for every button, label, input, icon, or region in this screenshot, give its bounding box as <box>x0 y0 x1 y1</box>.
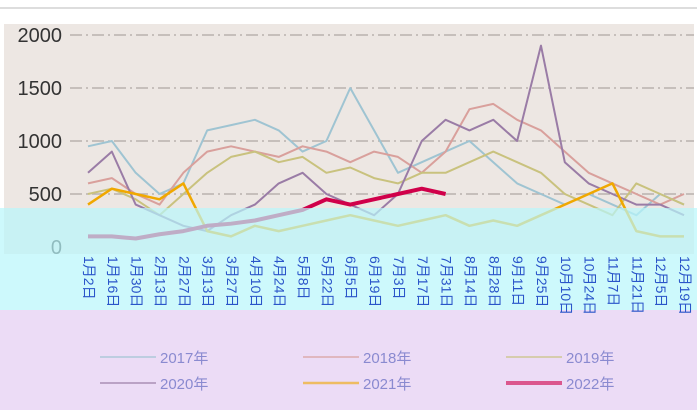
x-tick-label: 7月17日 <box>415 256 431 307</box>
x-tick-label: 1月2日 <box>81 256 97 300</box>
x-tick-label: 4月24日 <box>272 256 288 307</box>
y-tick-label: 2000 <box>18 25 63 47</box>
x-tick-label: 6月19日 <box>367 256 383 307</box>
x-tick-label: 7月3日 <box>391 256 407 300</box>
y-tick-label: 500 <box>29 184 62 206</box>
x-tick-label: 8月14日 <box>462 256 478 307</box>
x-tick-label: 7月31日 <box>439 256 455 307</box>
x-tick-label: 12月5日 <box>653 256 669 307</box>
x-tick-label: 2月13日 <box>153 256 169 307</box>
overlay-cyan <box>0 208 697 310</box>
x-tick-label: 1月30日 <box>129 256 145 307</box>
legend-label: 2022年 <box>566 376 614 393</box>
x-tick-label: 5月8日 <box>296 256 312 300</box>
x-tick-label: 9月25日 <box>534 256 550 307</box>
x-tick-label: 10月10日 <box>558 256 574 315</box>
legend-label: 2017年 <box>160 350 208 367</box>
legend-label: 2018年 <box>363 350 411 367</box>
x-tick-label: 5月22日 <box>319 256 335 307</box>
legend-label: 2020年 <box>160 376 208 393</box>
legend-label: 2019年 <box>566 350 614 367</box>
y-tick-label: 1000 <box>18 131 63 153</box>
x-tick-label: 11月21日 <box>629 256 645 314</box>
x-tick-label: 3月27日 <box>224 256 240 307</box>
x-tick-label: 4月10日 <box>248 256 264 307</box>
legend-label: 2021年 <box>363 376 411 393</box>
x-tick-label: 3月13日 <box>200 256 216 307</box>
overlay-lavender <box>0 310 697 410</box>
x-tick-label: 1月16日 <box>105 256 121 307</box>
x-tick-label: 12月19日 <box>677 256 693 315</box>
x-tick-label: 10月24日 <box>582 256 598 315</box>
x-tick-label: 11月7日 <box>605 256 621 306</box>
series-line <box>87 102 685 206</box>
x-tick-label: 9月11日 <box>510 256 526 306</box>
x-tick-label: 8月28日 <box>486 256 502 307</box>
y-tick-label: 1500 <box>18 78 63 100</box>
x-tick-label: 6月5日 <box>343 256 359 300</box>
x-tick-label: 2月27日 <box>176 256 192 307</box>
